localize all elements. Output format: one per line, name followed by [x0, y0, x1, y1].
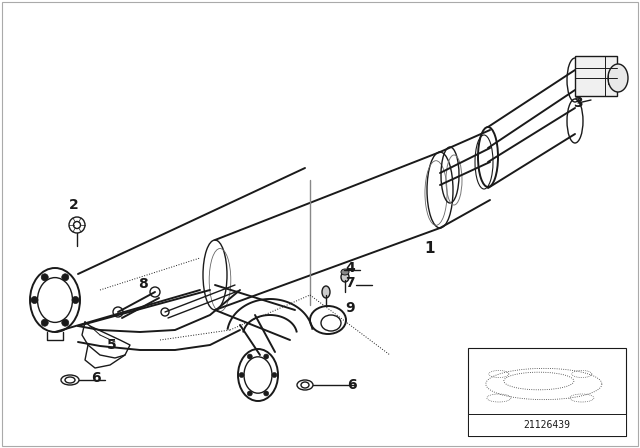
Text: 8: 8	[138, 277, 148, 291]
Circle shape	[31, 297, 38, 303]
Text: 5: 5	[107, 338, 117, 352]
Text: 21126439: 21126439	[524, 420, 570, 430]
Circle shape	[41, 274, 48, 281]
Text: 6: 6	[347, 378, 357, 392]
Text: 4: 4	[345, 261, 355, 275]
Bar	[575, 56, 617, 96]
Circle shape	[72, 297, 79, 303]
Bar	[468, 348, 626, 436]
Ellipse shape	[341, 269, 349, 275]
Ellipse shape	[322, 286, 330, 298]
Circle shape	[247, 354, 252, 359]
Ellipse shape	[341, 272, 349, 282]
Circle shape	[264, 391, 269, 396]
Text: 7: 7	[345, 276, 355, 290]
Text: 6: 6	[91, 371, 101, 385]
Circle shape	[61, 274, 68, 281]
Text: 2: 2	[69, 198, 79, 212]
Circle shape	[272, 372, 277, 378]
Circle shape	[247, 391, 252, 396]
Text: 3: 3	[573, 96, 583, 110]
Text: 9: 9	[345, 301, 355, 315]
Circle shape	[61, 319, 68, 326]
Circle shape	[264, 354, 269, 359]
Circle shape	[41, 319, 48, 326]
Ellipse shape	[608, 64, 628, 92]
Text: 1: 1	[425, 241, 435, 255]
Circle shape	[239, 372, 244, 378]
Bar	[468, 414, 626, 436]
